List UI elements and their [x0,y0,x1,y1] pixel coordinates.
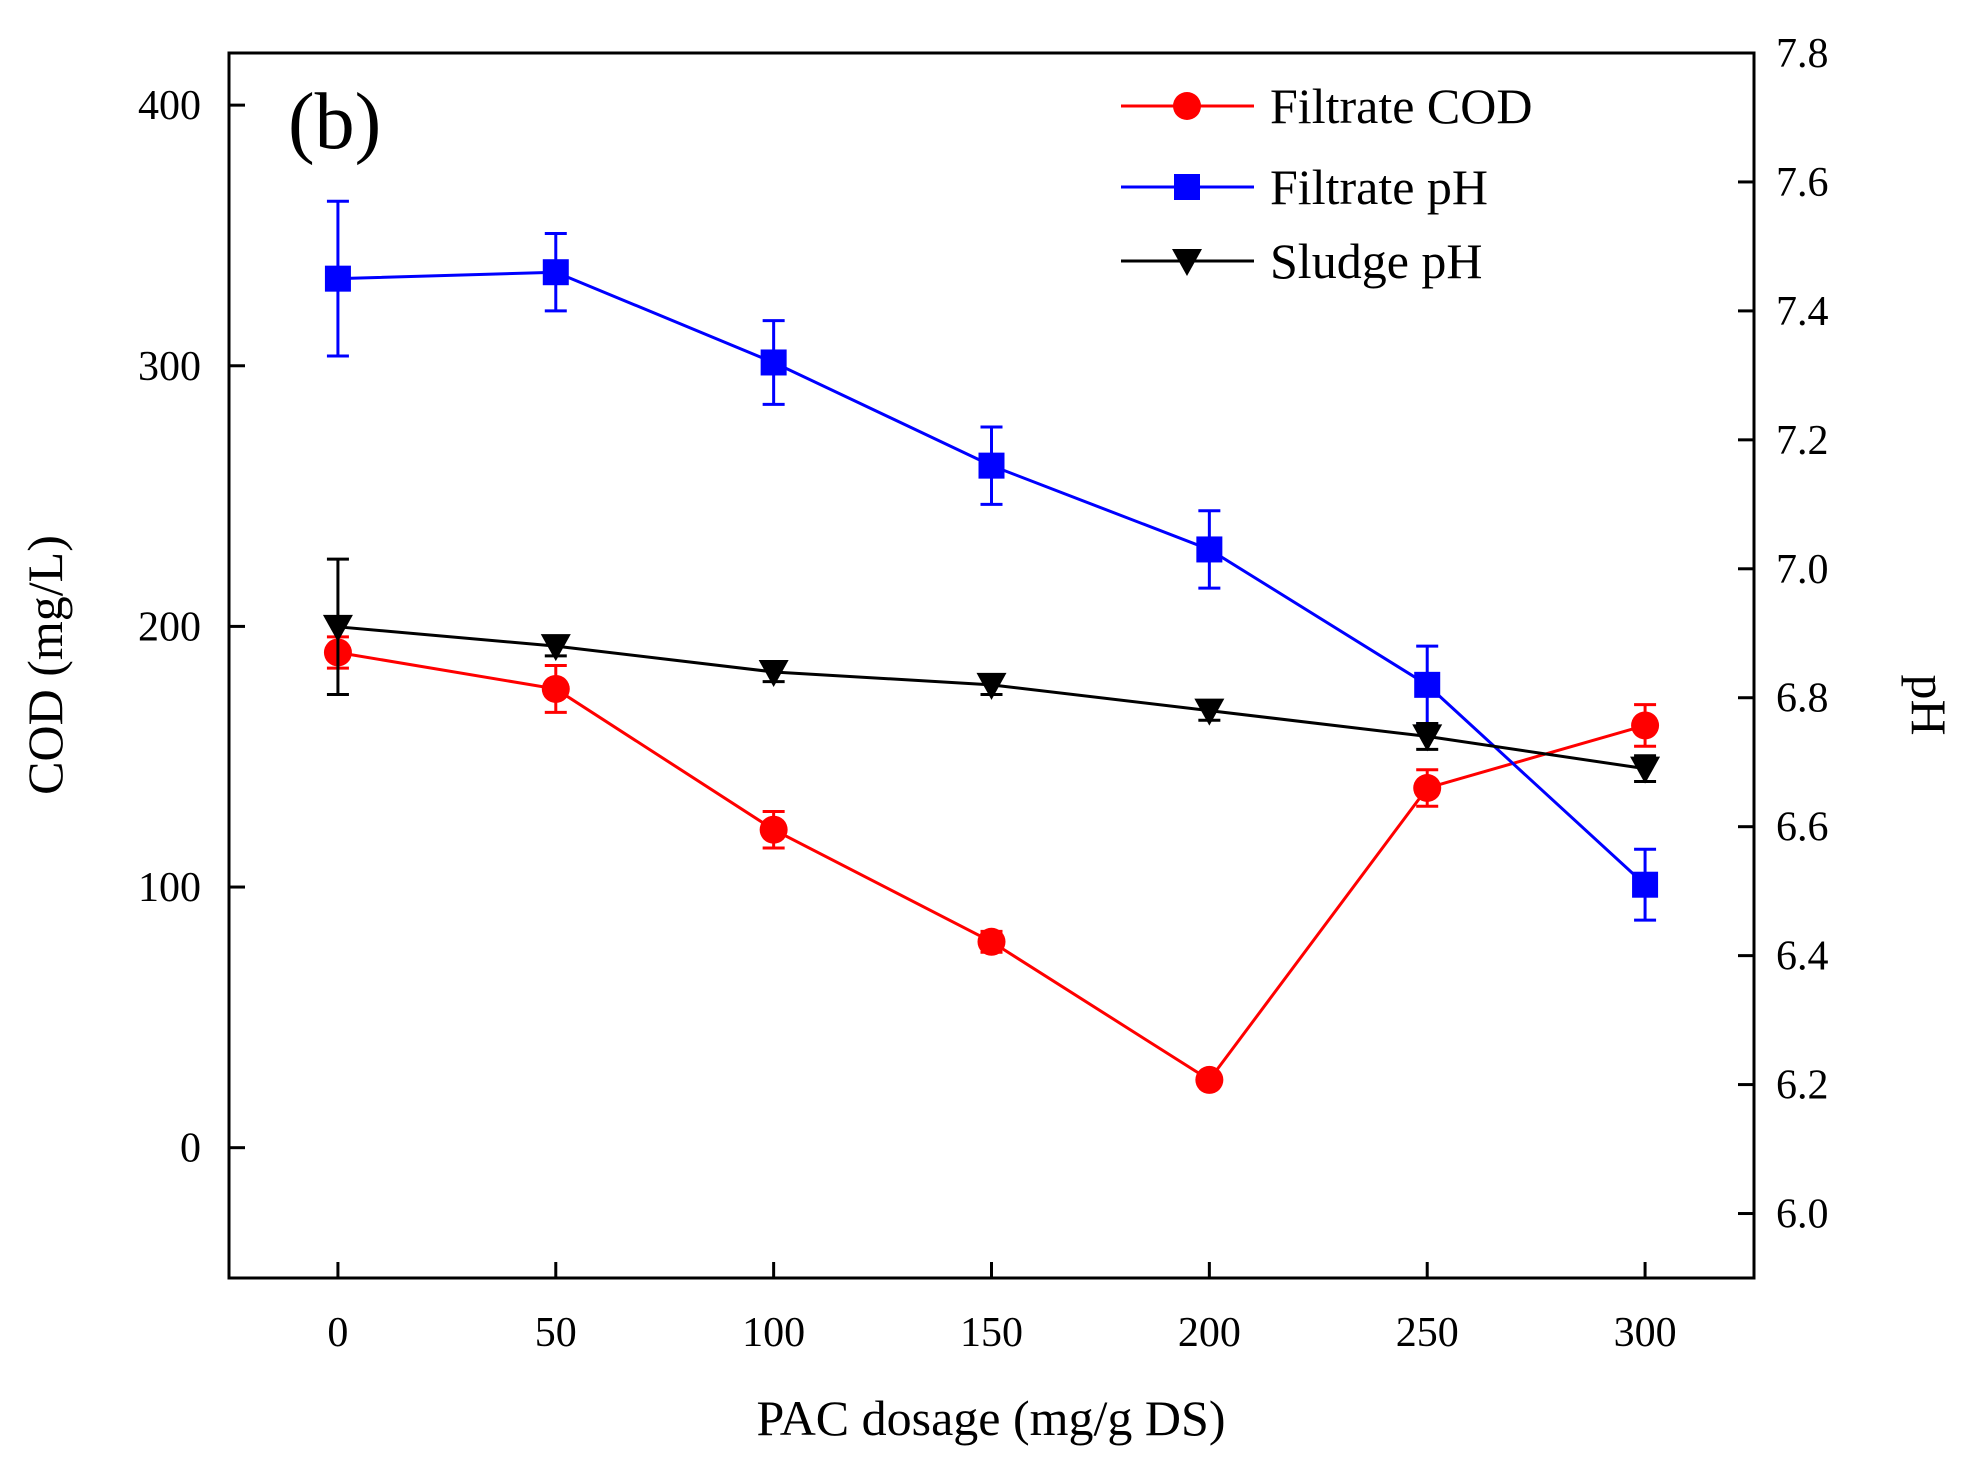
data-point [324,265,351,292]
series-line [337,270,1647,886]
data-point [1631,711,1660,740]
data-point [1195,1065,1224,1094]
data-point [540,634,571,662]
data-point [1196,536,1223,563]
series-layer [322,199,1661,1094]
x-tick-label: 200 [1178,1310,1241,1356]
x-tick-label: 50 [535,1310,577,1356]
legend-marker [1173,92,1201,120]
plot-frame [227,51,1756,1280]
x-tick-label: 250 [1396,1310,1459,1356]
series-line [337,650,1646,1082]
x-tick-label: 0 [327,1310,348,1356]
y-left-tick-label: 400 [138,83,201,129]
y-right-tick-label: 6.4 [1776,934,1829,980]
y-right-tick-label: 7.6 [1776,160,1829,206]
series-filtrate-ph [324,199,1659,922]
data-point [1414,671,1441,698]
data-point [1630,756,1661,784]
y-right-tick-label: 6.6 [1776,805,1829,851]
y-right-tick-label: 7.0 [1776,547,1829,593]
y-left-tick-label: 300 [138,344,201,390]
y-right-tick-label: 7.4 [1776,289,1829,335]
y-right-tick-label: 6.2 [1776,1063,1829,1109]
data-point [977,927,1006,956]
data-point [322,614,353,642]
legend-marker [1172,249,1202,276]
data-point [542,259,569,286]
y-axis-left: 0 100 200 300 400 [138,83,245,1172]
y-left-tick-label: 100 [138,865,201,911]
data-point [1412,724,1443,752]
y-left-tick-label: 200 [138,604,201,650]
y-right-tick-label: 6.0 [1776,1192,1829,1238]
y-axis-right-title: pH [1901,674,1957,735]
x-tick-label: 100 [742,1310,805,1356]
x-tick-label: 150 [960,1310,1023,1356]
x-axis-title: PAC dosage (mg/g DS) [756,1390,1225,1446]
data-point [1194,698,1225,726]
legend-label: Sludge pH [1270,233,1483,289]
y-axis-left-title: COD (mg/L) [17,535,73,795]
y-left-tick-label: 0 [180,1126,201,1172]
y-right-tick-label: 6.8 [1776,676,1829,722]
panel-label: (b) [288,78,381,166]
x-tick-label: 300 [1614,1310,1677,1356]
data-point [760,349,787,376]
legend: Filtrate COD Filtrate pH Sludge pH [1121,78,1532,289]
series-filtrate-cod [323,635,1660,1094]
y-axis-right: 6.0 6.2 6.4 6.6 6.8 7.0 7.2 7.4 7.6 7.8 [1738,31,1829,1238]
data-point [541,674,570,703]
data-point [1413,774,1442,802]
x-axis: 0 50 100 150 200 250 300 [327,1262,1677,1356]
y-right-tick-label: 7.2 [1776,418,1829,464]
legend-label: Filtrate COD [1270,78,1532,134]
data-point [978,452,1005,479]
data-point [1632,871,1659,898]
data-point [759,815,788,844]
data-point [976,672,1007,700]
legend-label: Filtrate pH [1270,159,1488,215]
legend-marker [1174,174,1200,200]
data-point [758,659,789,687]
y-right-tick-label: 7.8 [1776,31,1829,77]
series-sludge-ph [322,557,1661,784]
